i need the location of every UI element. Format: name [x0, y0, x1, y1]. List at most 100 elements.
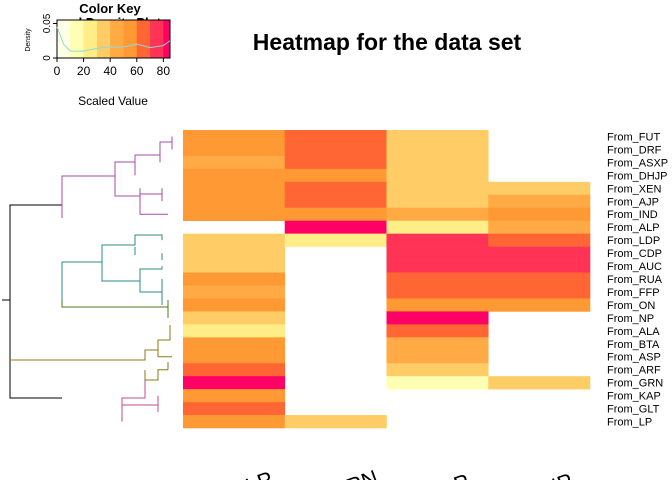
key-bin	[96, 20, 111, 58]
heat-cell	[183, 389, 286, 403]
dendrogram	[2, 136, 173, 422]
key-x-tick-label: 60	[130, 64, 144, 78]
key-x-tick-label: 40	[103, 64, 117, 78]
heat-cell	[284, 155, 387, 170]
key-bin	[136, 20, 151, 58]
heat-cell	[183, 298, 286, 312]
row-label: From_ASP	[607, 352, 661, 364]
heat-cell	[386, 363, 489, 377]
row-label: From_KAP	[607, 391, 661, 403]
heat-cell	[386, 311, 489, 325]
row-label: From_CDP	[607, 248, 662, 260]
heat-cell	[386, 233, 489, 247]
heat-cell	[488, 298, 591, 312]
heat-cell	[386, 324, 489, 338]
row-label: From_ALA	[607, 326, 660, 338]
heat-cell	[386, 155, 489, 170]
heat-cell	[386, 207, 489, 221]
heat-cell	[183, 246, 286, 260]
heat-cell	[183, 376, 286, 390]
key-bin	[123, 20, 138, 58]
key-title: Color Key	[79, 1, 141, 16]
key-x-tick-label: 80	[157, 64, 171, 78]
heat-cell	[284, 130, 387, 144]
density-line	[56, 26, 171, 52]
heat-cell	[183, 402, 286, 416]
key-frame	[56, 19, 171, 59]
row-label: From_GRN	[607, 378, 663, 390]
heat-cell	[488, 272, 591, 286]
heat-cell	[183, 181, 286, 196]
key-y-tick-label: 0.05	[42, 13, 53, 33]
heat-cell	[488, 181, 591, 196]
row-label: From_ASXP	[607, 157, 668, 169]
key-x-tick-label: 20	[77, 64, 91, 78]
row-label: From_NP	[607, 313, 654, 325]
row-label: From_GLT	[607, 404, 660, 416]
heat-cell	[183, 311, 286, 325]
heat-cell	[386, 194, 489, 209]
heat-cell	[183, 350, 286, 364]
heat-cell	[386, 142, 489, 157]
heat-cell	[488, 259, 591, 273]
heat-cell	[183, 337, 286, 351]
row-label: From_AUC	[607, 261, 662, 273]
heat-cell	[386, 337, 489, 351]
key-y-tick-label: 0	[42, 55, 53, 61]
heat-cell	[386, 181, 489, 196]
key-y-label: Density	[25, 28, 32, 52]
row-label: From_AJP	[607, 196, 659, 208]
row-label: From_ON	[607, 300, 655, 312]
column-label: To_ALP	[195, 466, 276, 480]
heat-cell	[386, 272, 489, 286]
row-label: From_LDP	[607, 235, 660, 247]
row-label: From_BTA	[607, 339, 660, 351]
heat-cell	[386, 259, 489, 273]
heat-cell	[183, 194, 286, 209]
heat-cell	[183, 168, 286, 183]
key-x-tick-label: 0	[54, 64, 61, 78]
heat-cell	[488, 207, 591, 221]
heat-cell	[183, 272, 286, 286]
key-bin	[83, 20, 98, 58]
heat-cell	[183, 130, 286, 144]
heat-cell	[386, 220, 489, 234]
row-label: From_FFP	[607, 287, 660, 299]
heat-cell	[284, 207, 387, 221]
key-bin	[163, 20, 171, 58]
row-label: From_DRF	[607, 144, 662, 156]
heat-cell	[488, 376, 591, 390]
key-bin	[70, 20, 84, 58]
heat-cell	[488, 285, 591, 299]
row-label: From_RUA	[607, 274, 663, 286]
heat-cell	[386, 350, 489, 364]
row-label: From_DHJP	[607, 170, 668, 182]
heat-cell	[386, 246, 489, 260]
heat-cell	[183, 233, 286, 247]
heat-cell	[284, 415, 387, 429]
column-label: To_GRN	[293, 465, 381, 480]
heat-cell	[386, 285, 489, 299]
row-label: From_XEN	[607, 183, 661, 195]
heat-cell	[183, 155, 286, 170]
heat-cell	[488, 246, 591, 260]
heat-cell	[183, 207, 286, 221]
heat-cell	[183, 285, 286, 299]
heat-cell	[183, 363, 286, 377]
key-bin	[110, 20, 124, 58]
heat-cell	[183, 415, 286, 429]
key-x-label: Scaled Value	[78, 94, 148, 108]
heat-cell	[284, 181, 387, 196]
heat-cell	[284, 233, 387, 247]
heat-cell	[284, 168, 387, 183]
heat-cell	[284, 220, 387, 234]
heat-cell	[386, 376, 489, 390]
heat-cell	[183, 324, 286, 338]
row-label: From_LP	[607, 417, 652, 429]
heat-cell	[488, 194, 591, 209]
heat-cell	[284, 142, 387, 157]
heat-cell	[386, 298, 489, 312]
heat-cell	[488, 220, 591, 234]
chart-title: Heatmap for the data set	[253, 29, 522, 55]
